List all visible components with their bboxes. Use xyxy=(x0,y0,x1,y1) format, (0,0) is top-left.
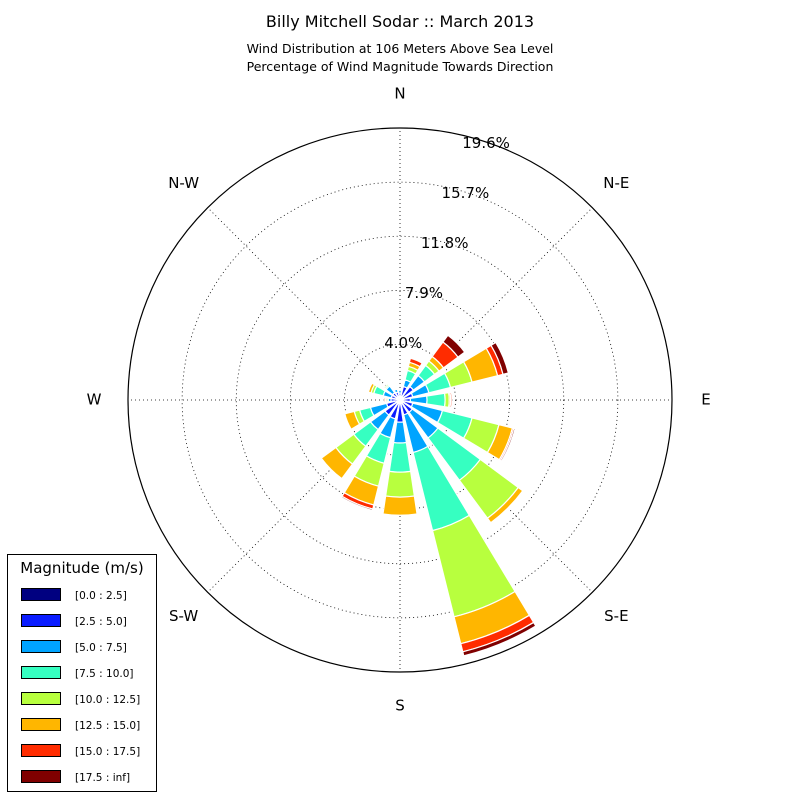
legend-label: [12.5 : 15.0] xyxy=(75,720,141,732)
direction-labels: N N-E E S-E S S-W W N-W xyxy=(87,85,711,715)
legend-swatch xyxy=(21,744,61,757)
wind-rose-bars xyxy=(320,334,537,657)
wind-bar-ssw-bin-7 xyxy=(340,495,374,512)
legend-label: [17.5 : inf] xyxy=(75,772,131,784)
direction-label-e: E xyxy=(701,391,710,409)
wind-bar-nnw-bin-2 xyxy=(393,388,399,394)
polar-grid-circle xyxy=(235,235,565,565)
legend-swatch xyxy=(21,718,61,731)
wind-bar-s-bin-2 xyxy=(392,421,408,444)
wind-bar-s-bin-3 xyxy=(388,441,412,473)
wind-bar-ese-bin-7 xyxy=(499,427,516,462)
polar-grid-spoke xyxy=(399,207,593,401)
polar-grid-circle xyxy=(344,344,456,456)
wind-bar-ne-bin-7 xyxy=(442,334,466,358)
legend-swatch xyxy=(21,770,61,783)
legend: Magnitude (m/s) [0.0 : 2.5] [2.5 : 5.0] [5… xyxy=(7,554,157,792)
direction-label-s-w: S-W xyxy=(169,607,198,625)
legend-title: Magnitude (m/s) xyxy=(20,559,144,577)
legend-label: [10.0 : 12.5] xyxy=(75,694,141,706)
radial-tick-label: 15.7% xyxy=(442,184,490,202)
legend-swatch xyxy=(21,614,61,627)
direction-label-n: N xyxy=(394,85,405,103)
wind-bar-se-bin-5 xyxy=(486,486,524,524)
legend-swatch xyxy=(21,588,61,601)
radial-tick-label: 7.9% xyxy=(405,284,443,302)
legend-label: [5.0 : 7.5] xyxy=(75,642,127,654)
chart-title: Billy Mitchell Sodar :: March 2013 xyxy=(265,12,535,31)
wind-bar-sse-bin-7 xyxy=(462,621,537,657)
legend-swatch xyxy=(21,692,61,705)
polar-grid-spoke xyxy=(207,207,401,401)
direction-label-w: W xyxy=(87,391,102,409)
legend-label: [2.5 : 5.0] xyxy=(75,616,127,628)
polar-grid-circle xyxy=(181,181,619,619)
direction-label-n-w: N-W xyxy=(168,174,199,192)
legend-label: [7.5 : 10.0] xyxy=(75,668,134,680)
radial-tick-label: 11.8% xyxy=(421,234,469,252)
wind-bar-ene-bin-7 xyxy=(490,341,510,376)
legend-label: [15.0 : 17.5] xyxy=(75,746,141,758)
wind-bar-sw-bin-5 xyxy=(320,446,354,480)
wind-bar-wsw-bin-5 xyxy=(344,410,361,431)
wind-bar-w-bin-6 xyxy=(383,396,387,404)
polar-outer-circle xyxy=(127,127,673,673)
wind-bar-e-bin-3 xyxy=(426,392,446,408)
wind-bar-e-bin-6 xyxy=(449,391,453,409)
wind-bar-nw-bin-4 xyxy=(382,382,390,390)
legend-swatch xyxy=(21,640,61,653)
legend-label: [0.0 : 2.5] xyxy=(75,590,127,602)
polar-grid-spoke xyxy=(207,399,401,593)
direction-label-s-e: S-E xyxy=(604,607,628,625)
legend-swatch xyxy=(21,666,61,679)
chart-subtitle-line2: Percentage of Wind Magnitude Towards Dir… xyxy=(246,59,554,74)
radial-tick-label: 4.0% xyxy=(384,334,422,352)
wind-bar-wnw-bin-5 xyxy=(367,382,376,394)
radial-tick-label: 19.6% xyxy=(462,134,510,152)
wind-bar-n-bin-2 xyxy=(397,389,403,394)
chart-subtitle-line1: Wind Distribution at 106 Meters Above Se… xyxy=(246,41,554,56)
wind-bar-nne-bin-6 xyxy=(408,357,423,368)
wind-bar-s-bin-5 xyxy=(382,495,418,516)
direction-label-n-e: N-E xyxy=(603,174,629,192)
direction-label-s: S xyxy=(395,697,405,715)
wind-bar-s-bin-4 xyxy=(384,470,416,498)
radial-tick-labels: 4.0% 7.9% 11.8% 15.7% 19.6% xyxy=(384,134,510,352)
